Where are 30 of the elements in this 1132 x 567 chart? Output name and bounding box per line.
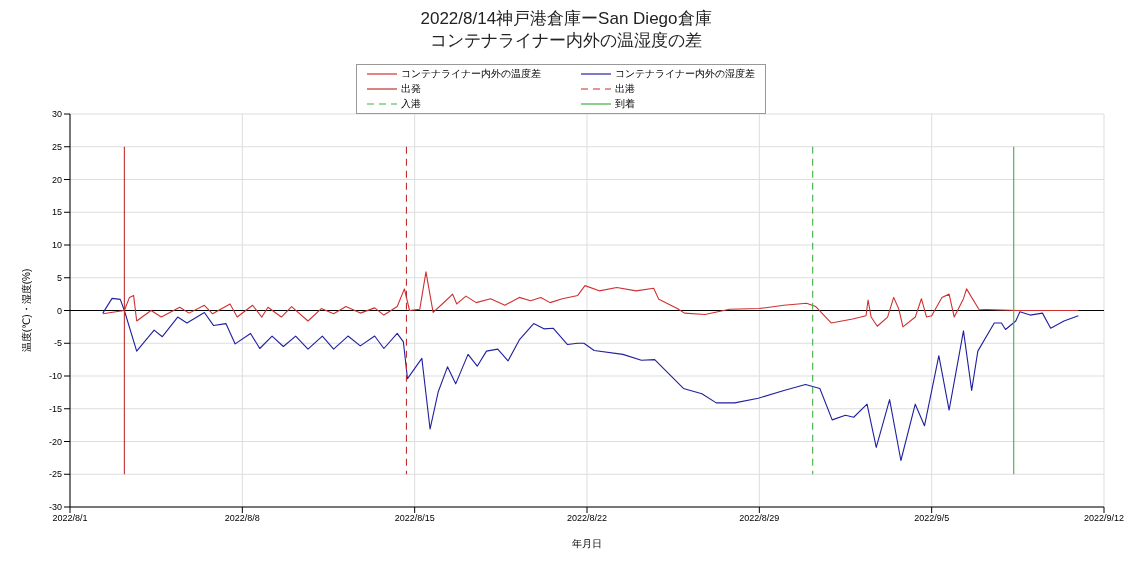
legend-label: コンテナライナー内外の湿度差 [615, 67, 755, 81]
y-tick-label: -25 [48, 469, 62, 480]
y-tick-label: -15 [48, 403, 62, 414]
y-tick-label: -10 [48, 371, 62, 382]
y-tick-label: -30 [48, 502, 62, 513]
y-tick-label: 15 [51, 207, 62, 218]
x-tick-label: 2022/9/5 [914, 513, 950, 524]
y-tick-label: 30 [51, 109, 62, 120]
x-tick-label: 2022/9/12 [1083, 513, 1125, 524]
x-tick-label: 2022/8/22 [566, 513, 608, 524]
y-tick-label: 10 [51, 240, 62, 251]
y-tick-label: 5 [56, 272, 62, 283]
x-axis-title: 年月日 [572, 538, 602, 549]
legend-label: コンテナライナー内外の温度差 [401, 67, 541, 81]
x-tick-label: 2022/8/8 [224, 513, 260, 524]
legend-label: 到着 [615, 97, 635, 111]
x-tick-label: 2022/8/1 [52, 513, 88, 524]
y-tick-label: 20 [51, 174, 62, 185]
y-tick-label: 25 [51, 141, 62, 152]
y-tick-label: -5 [53, 338, 62, 349]
x-tick-label: 2022/8/15 [394, 513, 435, 524]
legend-label: 出港 [615, 82, 635, 96]
legend-label: 入港 [401, 97, 421, 111]
y-axis-title: 温度(℃)・湿度(%) [20, 268, 32, 353]
legend-label: 出発 [401, 82, 421, 96]
x-tick-label: 2022/8/29 [739, 513, 780, 524]
chart-subtitle: コンテナライナー内外の温湿度の差 [429, 30, 703, 52]
chart-title: 2022/8/14神戸港倉庫ーSan Diego倉庫 [419, 8, 713, 30]
y-tick-label: 0 [56, 305, 62, 316]
y-tick-label: -20 [48, 436, 62, 447]
